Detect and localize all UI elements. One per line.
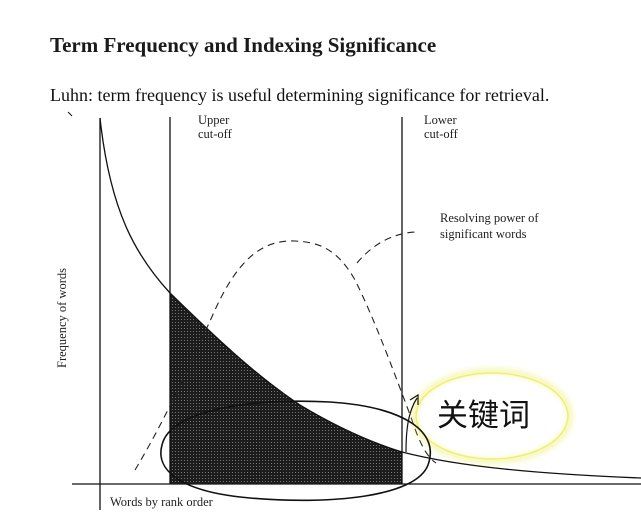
keyword-highlight-glow: [412, 369, 572, 463]
annotation-ellipse: [160, 400, 432, 502]
keyword-highlight-circle: [415, 372, 569, 460]
resolving-power-leader: [356, 231, 417, 264]
annotation-arrow: [405, 397, 418, 453]
annotation-arrow-head: [409, 393, 419, 405]
x-axis-label: Words by rank order: [110, 495, 214, 509]
significant-words-region: [170, 293, 402, 484]
y-axis-label: Frequency of words: [55, 268, 69, 368]
page-title: Term Frequency and Indexing Significance: [50, 33, 437, 57]
upper-cutoff-label-line1: Upper: [198, 113, 230, 127]
frequency-curve: [99, 117, 641, 479]
keyword-annotation: 关键词: [437, 398, 530, 434]
resolving-power-label-line2: significant words: [440, 227, 527, 241]
y-axis-tick: [67, 111, 73, 117]
lower-cutoff-label-line2: cut-off: [424, 127, 459, 141]
page-subtitle: Luhn: term frequency is useful determini…: [50, 85, 550, 105]
upper-cutoff-label-line2: cut-off: [198, 127, 233, 141]
resolving-power-curve: [134, 240, 437, 471]
resolving-power-label-line1: Resolving power of: [440, 211, 539, 225]
lower-cutoff-label-line1: Lower: [424, 113, 457, 127]
